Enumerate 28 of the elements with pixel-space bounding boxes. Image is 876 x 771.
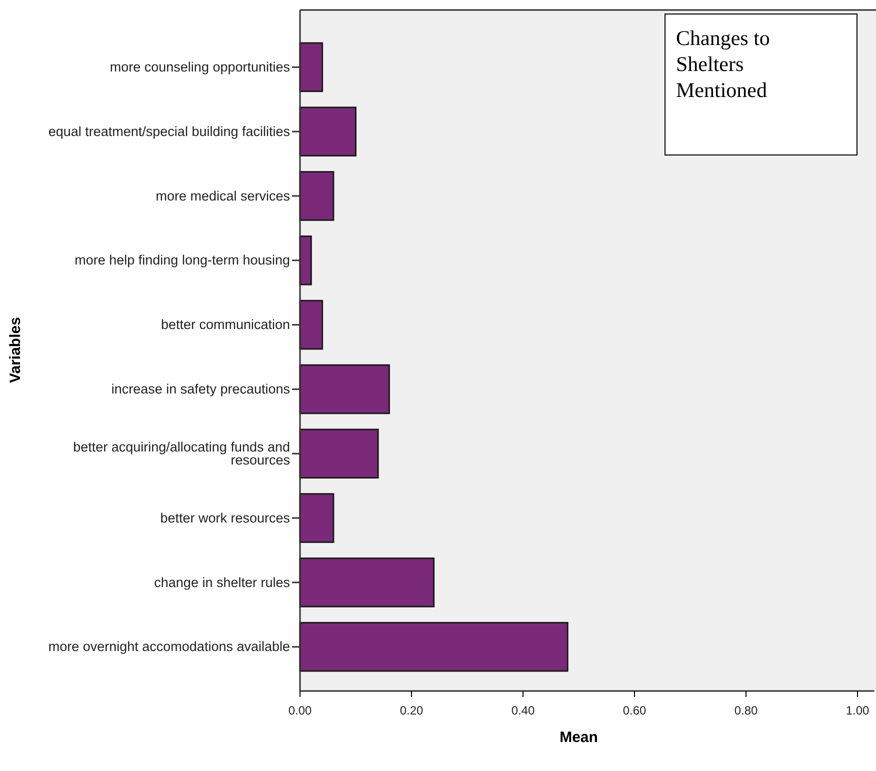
annotation: Changes to Shelters Mentioned	[676, 26, 770, 102]
y-tick-label: more counseling opportunities	[110, 59, 290, 74]
y-tick-label: better communication	[160, 317, 290, 332]
x-tick-label: 0.20	[400, 703, 424, 718]
bar	[299, 364, 390, 414]
bar	[299, 493, 334, 543]
bar	[299, 428, 379, 479]
x-tick-label: 0.00	[288, 703, 312, 718]
bar	[299, 42, 324, 92]
x-tick-label: 0.40	[511, 703, 535, 718]
bar	[299, 622, 568, 672]
y-tick-label: better work resources	[160, 510, 290, 526]
x-tick-label: 1.00	[846, 703, 870, 718]
y-tick-label: change in shelter rules	[154, 574, 290, 590]
bar	[299, 171, 334, 221]
y-tick-label: more overnight accomodations available	[48, 639, 290, 654]
x-tick-label: 0.60	[622, 703, 646, 718]
bar	[299, 300, 324, 350]
y-tick-label: increase in safety precautions	[111, 382, 290, 397]
bar	[299, 558, 435, 608]
x-tick-label: 0.80	[734, 703, 758, 718]
y-axis-title: Variables	[7, 317, 24, 383]
bar	[299, 106, 356, 156]
y-tick-label: more medical services	[156, 188, 290, 204]
y-tick-label: better acquiring/allocating funds and resources	[73, 439, 290, 468]
y-tick-label: equal treatment/special building facilities	[48, 124, 290, 139]
x-axis-title: Mean	[560, 729, 598, 746]
y-tick-label: more help finding long-term housing	[74, 252, 290, 268]
